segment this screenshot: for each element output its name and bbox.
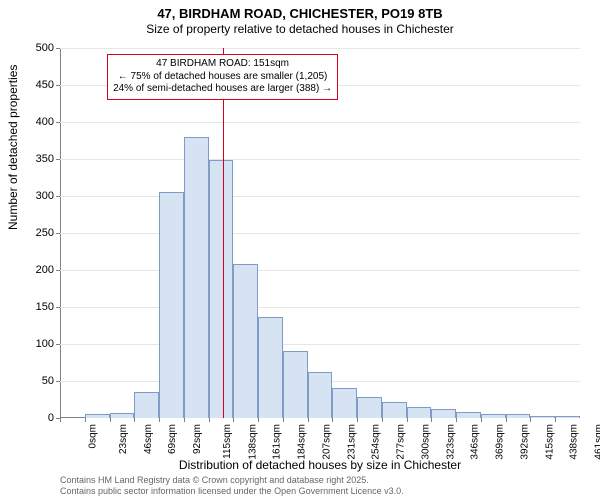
x-tick-mark (184, 418, 185, 422)
x-tick-mark (85, 418, 86, 422)
x-tick-label: 392sqm (520, 424, 531, 460)
x-tick-mark (407, 418, 408, 422)
x-tick-mark (258, 418, 259, 422)
x-tick-label: 115sqm (222, 424, 233, 459)
annotation-line: 24% of semi-detached houses are larger (… (113, 83, 332, 96)
x-tick-mark (308, 418, 309, 422)
histogram-bar (506, 414, 531, 418)
y-tick-label: 250 (36, 227, 54, 239)
footer-line-2: Contains public sector information licen… (60, 486, 404, 497)
y-axis-label: Number of detached properties (6, 65, 20, 230)
plot-area: 0501001502002503003504004505000sqm23sqm4… (60, 48, 580, 418)
chart-title: 47, BIRDHAM ROAD, CHICHESTER, PO19 8TB (0, 6, 600, 21)
x-tick-label: 138sqm (247, 424, 258, 460)
x-tick-mark (456, 418, 457, 422)
y-tick-label: 400 (36, 116, 54, 128)
x-tick-mark (110, 418, 111, 422)
x-tick-label: 69sqm (167, 424, 178, 454)
y-tick-label: 200 (36, 264, 54, 276)
bars-group (60, 48, 580, 418)
y-tick-label: 350 (36, 153, 54, 165)
histogram-bar (159, 192, 184, 418)
x-tick-label: 231sqm (346, 424, 357, 460)
histogram-bar (184, 137, 209, 418)
histogram-bar (283, 351, 308, 418)
x-tick-mark (555, 418, 556, 422)
y-tick-label: 450 (36, 79, 54, 91)
x-tick-mark (159, 418, 160, 422)
histogram-bar (233, 264, 258, 418)
histogram-bar (308, 372, 333, 418)
x-tick-label: 300sqm (420, 424, 431, 460)
reference-line (223, 48, 224, 418)
x-tick-label: 277sqm (396, 424, 407, 460)
y-tick-label: 300 (36, 190, 54, 202)
x-tick-mark (134, 418, 135, 422)
x-tick-label: 461sqm (594, 424, 600, 460)
histogram-bar (134, 392, 159, 418)
chart-footer: Contains HM Land Registry data © Crown c… (60, 475, 404, 497)
x-tick-mark (431, 418, 432, 422)
x-tick-label: 415sqm (544, 424, 555, 460)
histogram-bar (456, 412, 481, 418)
x-tick-mark (506, 418, 507, 422)
x-tick-mark (357, 418, 358, 422)
histogram-bar (530, 416, 555, 418)
histogram-bar (85, 414, 110, 418)
x-tick-label: 161sqm (272, 424, 283, 460)
x-tick-label: 346sqm (470, 424, 481, 460)
x-tick-label: 323sqm (445, 424, 456, 460)
x-tick-label: 207sqm (321, 424, 332, 460)
histogram-bar (357, 397, 382, 418)
x-tick-label: 184sqm (297, 424, 308, 460)
annotation-line: ← 75% of detached houses are smaller (1,… (113, 71, 332, 84)
y-tick-label: 100 (36, 338, 54, 350)
x-tick-mark (382, 418, 383, 422)
x-tick-mark (233, 418, 234, 422)
x-tick-mark (283, 418, 284, 422)
x-tick-label: 23sqm (118, 424, 129, 454)
footer-line-1: Contains HM Land Registry data © Crown c… (60, 475, 404, 486)
y-tick-label: 50 (42, 375, 54, 387)
histogram-bar (431, 409, 456, 418)
chart-subtitle: Size of property relative to detached ho… (0, 22, 600, 36)
histogram-bar (382, 402, 407, 418)
x-tick-mark (481, 418, 482, 422)
x-tick-label: 46sqm (143, 424, 154, 454)
x-tick-label: 0sqm (87, 424, 98, 448)
annotation-line: 47 BIRDHAM ROAD: 151sqm (113, 58, 332, 71)
x-tick-label: 92sqm (192, 424, 203, 454)
histogram-bar (209, 160, 234, 418)
x-tick-label: 254sqm (371, 424, 382, 460)
histogram-bar (555, 416, 580, 418)
histogram-bar (258, 317, 283, 418)
x-tick-label: 438sqm (569, 424, 580, 460)
histogram-chart: 47, BIRDHAM ROAD, CHICHESTER, PO19 8TB S… (0, 0, 600, 500)
histogram-bar (407, 407, 432, 418)
title-block: 47, BIRDHAM ROAD, CHICHESTER, PO19 8TB S… (0, 0, 600, 36)
y-tick-label: 150 (36, 301, 54, 313)
x-tick-mark (530, 418, 531, 422)
x-axis-label: Distribution of detached houses by size … (60, 458, 580, 472)
histogram-bar (110, 413, 135, 418)
x-tick-label: 369sqm (495, 424, 506, 460)
annotation-box: 47 BIRDHAM ROAD: 151sqm← 75% of detached… (107, 54, 338, 100)
y-tick-label: 0 (48, 412, 54, 424)
x-tick-mark (60, 418, 61, 422)
histogram-bar (481, 414, 506, 418)
y-tick-label: 500 (36, 42, 54, 54)
x-tick-mark (209, 418, 210, 422)
histogram-bar (332, 388, 357, 418)
x-tick-mark (332, 418, 333, 422)
